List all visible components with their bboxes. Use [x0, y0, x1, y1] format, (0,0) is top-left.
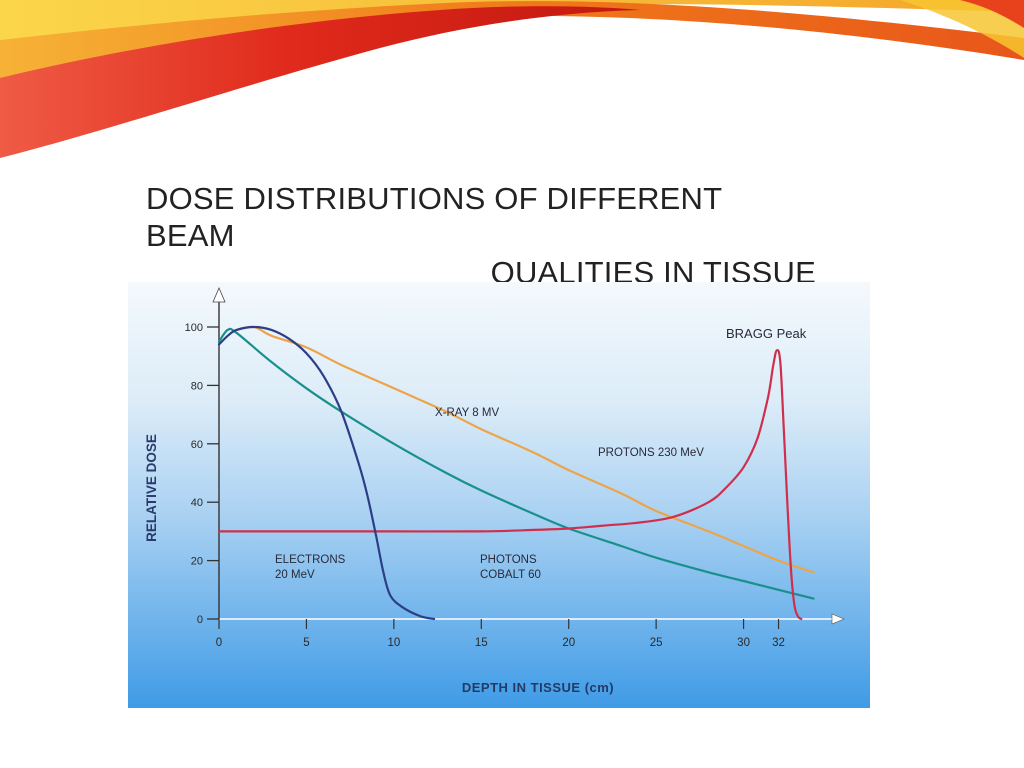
x-tick-label: 10 — [387, 637, 400, 649]
y-tick-label: 40 — [191, 497, 203, 509]
x-tick-label: 32 — [772, 637, 785, 649]
series-line-photons-cobalt-60 — [217, 327, 815, 600]
dose-chart: 0 20 40 60 80 100 0 5 10 15 20 25 30 32 DEPTH IN TISSU… — [128, 282, 870, 708]
chart-background — [128, 282, 870, 708]
title-swoosh-decoration — [0, 0, 1024, 159]
x-tick-label: 5 — [303, 637, 309, 649]
x-tick-label: 0 — [216, 637, 222, 649]
series-line-electrons-20-mev — [217, 325, 436, 621]
bragg-peak-annotation: BRAGG Peak — [726, 326, 807, 341]
x-tick-label: 25 — [650, 637, 663, 649]
x-axis-title: DEPTH IN TISSUE (cm) — [462, 680, 614, 695]
y-tick-label: 100 — [185, 322, 203, 334]
y-axis-title: RELATIVE DOSE — [144, 434, 159, 542]
y-tick-label: 20 — [191, 556, 203, 568]
slide-title: DOSE DISTRIBUTIONS OF DIFFERENT BEAM QUA… — [146, 180, 816, 291]
series-label-protons-230-mev: PROTONS 230 MeV — [598, 447, 704, 459]
x-tick-label: 20 — [562, 637, 575, 649]
y-tick-label: 60 — [191, 439, 203, 451]
series-label-photons-cobalt-60: PHOTONS COBALT 60 — [480, 554, 541, 581]
x-tick-label: 15 — [475, 637, 488, 649]
y-tick-label: 80 — [191, 380, 203, 392]
x-axis-arrow — [831, 613, 845, 625]
y-axis-arrow — [212, 286, 226, 303]
dose-distribution-figure: 0 20 40 60 80 100 0 5 10 15 20 25 30 32 DEPTH IN TISSU… — [128, 282, 870, 708]
series-line-protons-230-mev — [217, 349, 803, 621]
slide-title-line-1: DOSE DISTRIBUTIONS OF DIFFERENT BEAM — [146, 181, 722, 253]
series-label-x-ray-8-mv: X-RAY 8 MV — [435, 407, 499, 419]
y-tick-label: 0 — [197, 614, 203, 626]
x-tick-label: 30 — [737, 637, 750, 649]
series-label-electrons-20-mev: ELECTRONS 20 MeV — [275, 554, 346, 581]
series-line-x-ray-8-mv — [235, 325, 815, 574]
